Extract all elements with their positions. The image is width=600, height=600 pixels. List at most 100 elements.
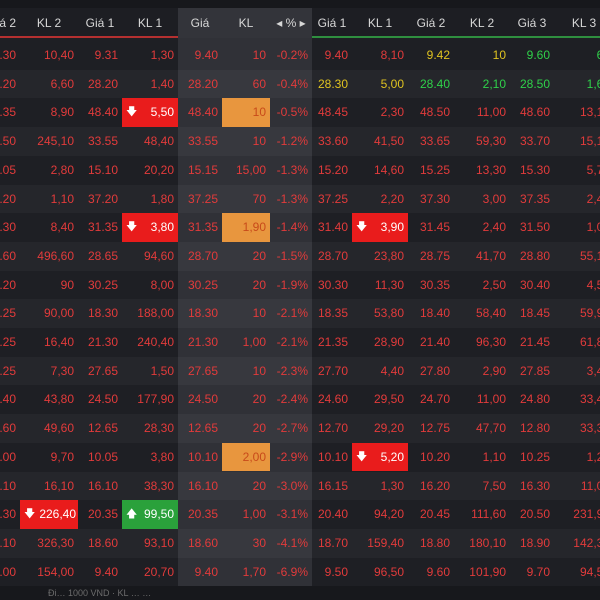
- cell-sg3[interactable]: 12.80: [510, 414, 554, 443]
- cell-price[interactable]: 28.70: [178, 242, 222, 271]
- cell-kl2[interactable]: 49,60: [20, 414, 78, 443]
- cell-g2[interactable]: .25: [0, 357, 20, 386]
- cell-kl2[interactable]: 43,80: [20, 385, 78, 414]
- cell-vol[interactable]: 1,90: [222, 213, 270, 242]
- cell-sg2[interactable]: 21.40: [408, 328, 454, 357]
- cell-skl1[interactable]: 41,50: [352, 127, 408, 156]
- cell-skl2[interactable]: 2,50: [454, 271, 510, 300]
- cell-g2[interactable]: .40: [0, 385, 20, 414]
- cell-skl2[interactable]: 11,00: [454, 98, 510, 127]
- column-header-left_cut[interactable]: á 2: [0, 8, 20, 38]
- cell-sg3[interactable]: 9.70: [510, 558, 554, 587]
- cell-vol[interactable]: 70: [222, 185, 270, 214]
- cell-g2[interactable]: .10: [0, 529, 20, 558]
- column-header-kl2b[interactable]: KL 2: [454, 8, 510, 38]
- cell-g2[interactable]: .00: [0, 558, 20, 587]
- cell-sg3[interactable]: 24.80: [510, 385, 554, 414]
- cell-g2[interactable]: .25: [0, 328, 20, 357]
- cell-vol[interactable]: 20: [222, 414, 270, 443]
- cell-sg3[interactable]: 31.50: [510, 213, 554, 242]
- cell-sg3[interactable]: 27.85: [510, 357, 554, 386]
- cell-sg2[interactable]: 28.75: [408, 242, 454, 271]
- cell-kl1[interactable]: 94,60: [122, 242, 178, 271]
- cell-skl2[interactable]: 41,70: [454, 242, 510, 271]
- cell-skl2[interactable]: 13,30: [454, 156, 510, 185]
- cell-skl1[interactable]: 29,20: [352, 414, 408, 443]
- cell-kl1[interactable]: 188,00: [122, 299, 178, 328]
- cell-pct[interactable]: -1.4%: [270, 213, 312, 242]
- cell-skl3[interactable]: 33,30: [554, 414, 600, 443]
- cell-kl1[interactable]: 93,10: [122, 529, 178, 558]
- cell-sg1[interactable]: 16.15: [312, 472, 352, 501]
- cell-skl1[interactable]: 🡇 3,90: [352, 213, 408, 242]
- cell-sg3[interactable]: 21.45: [510, 328, 554, 357]
- cell-sg2[interactable]: 18.80: [408, 529, 454, 558]
- cell-skl1[interactable]: 14,60: [352, 156, 408, 185]
- cell-skl1[interactable]: 2,30: [352, 98, 408, 127]
- cell-skl1[interactable]: 8,10: [352, 41, 408, 70]
- cell-sg3[interactable]: 18.90: [510, 529, 554, 558]
- cell-sg2[interactable]: 20.45: [408, 500, 454, 529]
- cell-pct[interactable]: -2.7%: [270, 414, 312, 443]
- cell-kl2[interactable]: 6,60: [20, 70, 78, 99]
- cell-skl3[interactable]: 61,80: [554, 328, 600, 357]
- cell-skl1[interactable]: 2,20: [352, 185, 408, 214]
- cell-price[interactable]: 31.35: [178, 213, 222, 242]
- cell-price[interactable]: 24.50: [178, 385, 222, 414]
- cell-skl2[interactable]: 2,90: [454, 357, 510, 386]
- cell-vol[interactable]: 10: [222, 98, 270, 128]
- cell-sg1[interactable]: 28.30: [312, 70, 352, 99]
- cell-g2[interactable]: .30: [0, 41, 20, 70]
- cell-kl1[interactable]: 🡇 5,50: [122, 98, 178, 128]
- cell-kl1[interactable]: 🡇 3,80: [122, 213, 178, 242]
- cell-pct[interactable]: -6.9%: [270, 558, 312, 587]
- cell-pct[interactable]: -2.3%: [270, 357, 312, 386]
- cell-pct[interactable]: -2.1%: [270, 328, 312, 357]
- column-header-gia3[interactable]: Giá 3: [510, 8, 554, 38]
- cell-kl2[interactable]: 16,40: [20, 328, 78, 357]
- cell-sg1[interactable]: 37.25: [312, 185, 352, 214]
- cell-skl1[interactable]: 94,20: [352, 500, 408, 529]
- cell-skl3[interactable]: 1,00: [554, 213, 600, 242]
- cell-kl1[interactable]: 1,40: [122, 70, 178, 99]
- cell-pct[interactable]: -0.2%: [270, 41, 312, 70]
- cell-skl2[interactable]: 10: [454, 41, 510, 70]
- cell-price[interactable]: 15.15: [178, 156, 222, 185]
- cell-g1[interactable]: 31.35: [78, 213, 122, 242]
- cell-g1[interactable]: 21.30: [78, 328, 122, 357]
- cell-g1[interactable]: 18.30: [78, 299, 122, 328]
- cell-skl1[interactable]: 4,40: [352, 357, 408, 386]
- cell-skl3[interactable]: 2,40: [554, 185, 600, 214]
- cell-sg1[interactable]: 27.70: [312, 357, 352, 386]
- cell-skl1[interactable]: 5,00: [352, 70, 408, 99]
- cell-sg3[interactable]: 33.70: [510, 127, 554, 156]
- cell-g1[interactable]: 10.05: [78, 443, 122, 472]
- cell-g2[interactable]: .30: [0, 500, 20, 529]
- cell-sg2[interactable]: 31.45: [408, 213, 454, 242]
- cell-price[interactable]: 33.55: [178, 127, 222, 156]
- cell-g1[interactable]: 28.65: [78, 242, 122, 271]
- cell-skl2[interactable]: 58,40: [454, 299, 510, 328]
- cell-g1[interactable]: 9.31: [78, 41, 122, 70]
- cell-kl2[interactable]: 16,10: [20, 472, 78, 501]
- cell-pct[interactable]: -3.1%: [270, 500, 312, 529]
- cell-skl1[interactable]: 96,50: [352, 558, 408, 587]
- cell-sg3[interactable]: 18.45: [510, 299, 554, 328]
- cell-sg3[interactable]: 20.50: [510, 500, 554, 529]
- cell-skl1[interactable]: 53,80: [352, 299, 408, 328]
- cell-g1[interactable]: 12.65: [78, 414, 122, 443]
- cell-kl2[interactable]: 496,60: [20, 242, 78, 271]
- cell-skl3[interactable]: 33,40: [554, 385, 600, 414]
- cell-pct[interactable]: -1.3%: [270, 156, 312, 185]
- cell-sg2[interactable]: 18.40: [408, 299, 454, 328]
- cell-sg3[interactable]: 37.35: [510, 185, 554, 214]
- cell-pct[interactable]: -1.2%: [270, 127, 312, 156]
- cell-kl2[interactable]: 326,30: [20, 529, 78, 558]
- cell-kl1[interactable]: 48,40: [122, 127, 178, 156]
- cell-sg2[interactable]: 16.20: [408, 472, 454, 501]
- cell-g2[interactable]: .50: [0, 127, 20, 156]
- cell-sg1[interactable]: 21.35: [312, 328, 352, 357]
- cell-sg1[interactable]: 10.10: [312, 443, 352, 472]
- cell-sg3[interactable]: 28.50: [510, 70, 554, 99]
- cell-skl1[interactable]: 28,90: [352, 328, 408, 357]
